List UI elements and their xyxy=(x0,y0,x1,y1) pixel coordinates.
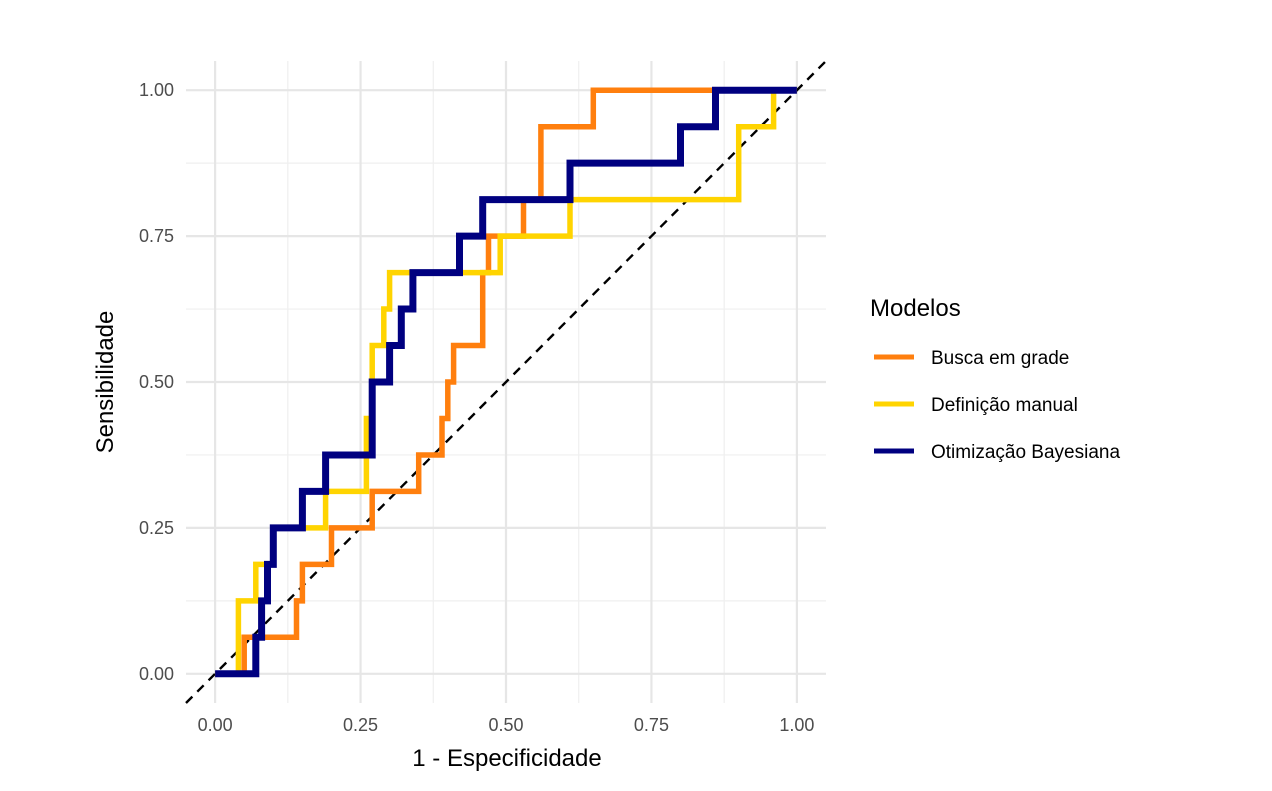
legend-item: Definição manual xyxy=(874,395,1078,416)
x-tick-label: 0.25 xyxy=(343,715,378,735)
legend-item: Otimização Bayesiana xyxy=(874,442,1120,463)
x-tick-label: 0.00 xyxy=(198,715,233,735)
diagonal-line xyxy=(185,60,827,704)
reference-diagonal xyxy=(185,60,827,704)
legend-label: Definição manual xyxy=(931,395,1078,416)
y-tick-label: 0.50 xyxy=(139,372,174,392)
legend-title: Modelos xyxy=(870,295,961,322)
legend-label: Otimização Bayesiana xyxy=(931,442,1120,463)
x-tick-label: 1.00 xyxy=(779,715,814,735)
x-axis-ticks: 0.00 0.25 0.50 0.75 1.00 xyxy=(198,715,815,735)
roc-curves xyxy=(215,86,797,678)
y-axis-title: Sensibilidade xyxy=(92,311,119,454)
y-tick-label: 0.00 xyxy=(139,664,174,684)
x-axis-title: 1 - Especificidade xyxy=(412,745,601,772)
legend: Modelos Busca em grade Definição manual Ot… xyxy=(870,295,1120,463)
legend-item: Busca em grade xyxy=(874,348,1069,369)
x-tick-label: 0.75 xyxy=(634,715,669,735)
roc-curve-3 xyxy=(215,86,797,678)
legend-label: Busca em grade xyxy=(931,348,1069,369)
x-tick-label: 0.50 xyxy=(488,715,523,735)
y-tick-label: 1.00 xyxy=(139,80,174,100)
legend-items: Busca em grade Definição manual Otimização… xyxy=(874,348,1120,463)
y-axis-ticks: 0.00 0.25 0.50 0.75 1.00 xyxy=(139,80,174,684)
y-tick-label: 0.25 xyxy=(139,518,174,538)
y-tick-label: 0.75 xyxy=(139,226,174,246)
